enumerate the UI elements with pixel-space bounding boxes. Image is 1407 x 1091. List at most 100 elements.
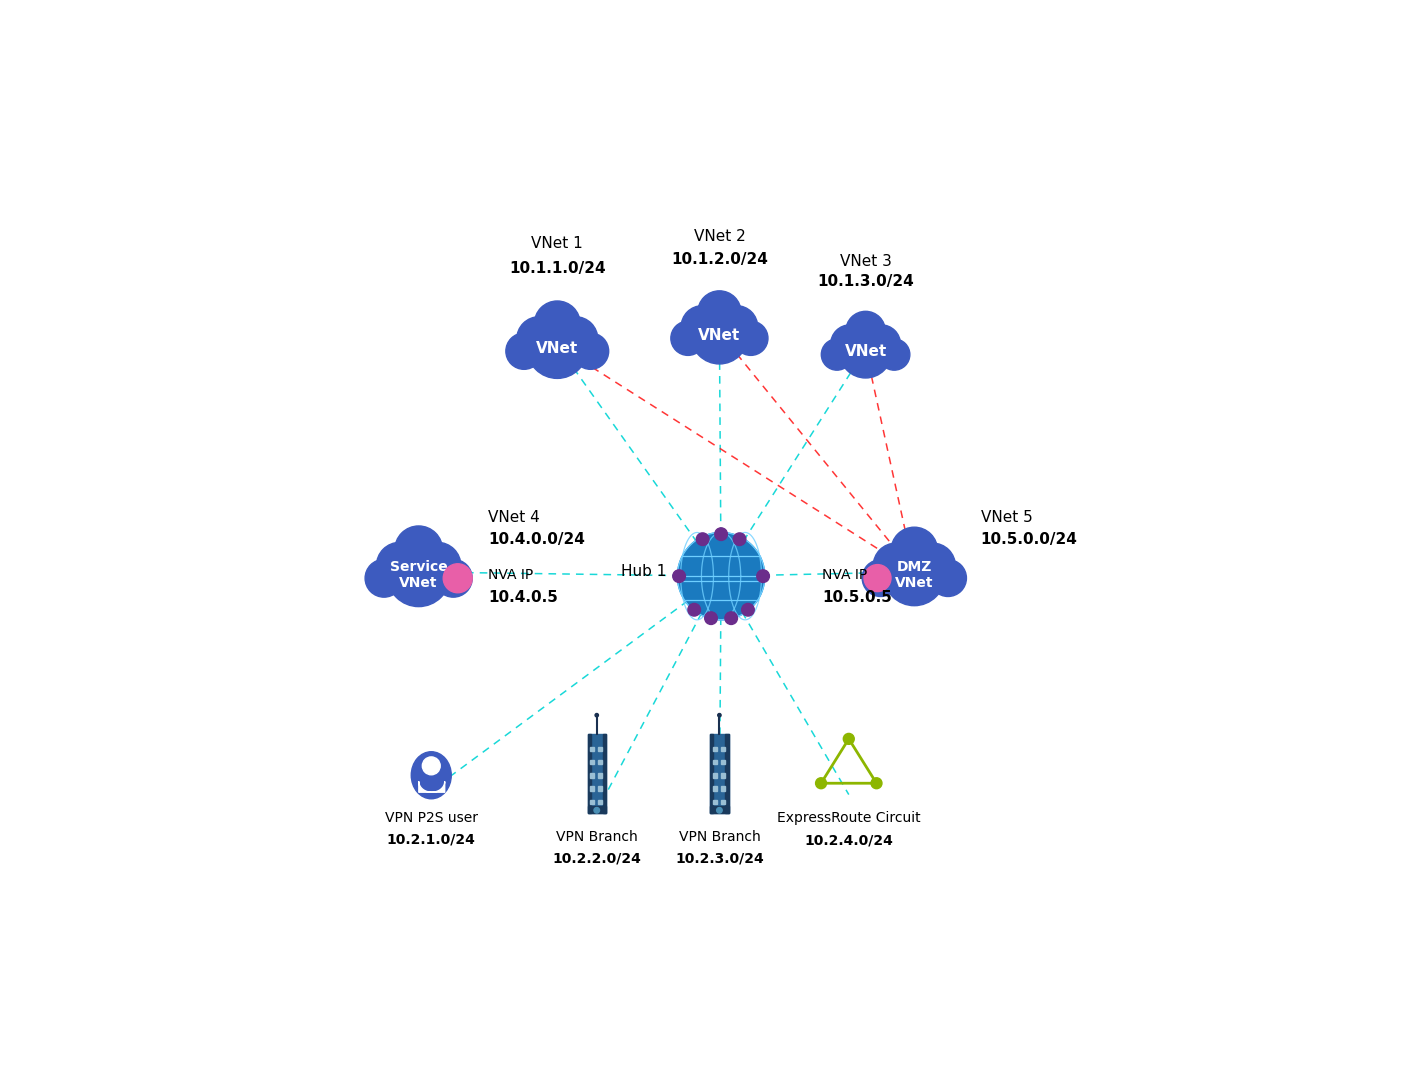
Circle shape (862, 325, 900, 363)
Text: 10.2.2.0/24: 10.2.2.0/24 (553, 852, 642, 865)
Bar (713, 800, 716, 804)
Text: VNet 5: VNet 5 (981, 509, 1033, 525)
Circle shape (395, 526, 443, 574)
Ellipse shape (716, 807, 722, 813)
Text: VPN Branch: VPN Branch (678, 830, 760, 843)
Circle shape (891, 527, 937, 574)
Circle shape (705, 612, 718, 624)
Circle shape (688, 603, 701, 616)
Text: 10.5.0.5: 10.5.0.5 (822, 590, 892, 606)
Text: VPN Branch: VPN Branch (556, 830, 637, 843)
Circle shape (843, 733, 854, 744)
Text: VNet 3: VNet 3 (840, 253, 892, 268)
Text: ExpressRoute Circuit: ExpressRoute Circuit (777, 812, 920, 826)
Circle shape (816, 778, 826, 789)
Circle shape (435, 560, 473, 597)
Circle shape (733, 321, 768, 356)
Circle shape (698, 291, 741, 334)
Circle shape (422, 757, 440, 775)
Bar (713, 787, 716, 791)
Circle shape (715, 305, 758, 348)
Circle shape (516, 316, 561, 361)
Bar (590, 787, 594, 791)
Bar (588, 806, 606, 814)
Bar (598, 800, 602, 804)
Circle shape (840, 326, 892, 377)
Text: 10.5.0.0/24: 10.5.0.0/24 (981, 532, 1078, 548)
Text: VNet: VNet (698, 328, 740, 343)
Circle shape (595, 714, 598, 717)
Bar (720, 747, 725, 752)
Circle shape (507, 333, 542, 370)
Circle shape (830, 325, 870, 363)
Bar (590, 774, 594, 778)
Ellipse shape (594, 807, 599, 813)
Circle shape (846, 311, 885, 351)
Circle shape (535, 301, 580, 347)
Text: NVA IP: NVA IP (822, 567, 868, 582)
Bar (598, 774, 602, 778)
Circle shape (910, 543, 955, 588)
Bar (602, 733, 606, 814)
Circle shape (696, 532, 709, 546)
Text: 10.1.1.0/24: 10.1.1.0/24 (509, 261, 605, 276)
Circle shape (874, 543, 919, 588)
Text: 10.2.3.0/24: 10.2.3.0/24 (675, 852, 764, 865)
Text: VNet 4: VNet 4 (488, 509, 540, 525)
Bar (598, 787, 602, 791)
Circle shape (387, 543, 450, 607)
Text: Hub 1: Hub 1 (620, 564, 667, 579)
Circle shape (871, 778, 882, 789)
Circle shape (573, 333, 609, 370)
Bar (598, 747, 602, 752)
Bar (588, 733, 606, 814)
Bar (590, 760, 594, 765)
Circle shape (553, 316, 598, 361)
Bar (590, 747, 594, 752)
Text: Service
VNet: Service VNet (390, 560, 447, 590)
Bar (726, 733, 729, 814)
Circle shape (377, 542, 424, 589)
Circle shape (364, 560, 402, 597)
Circle shape (681, 305, 723, 348)
Circle shape (864, 565, 891, 591)
Text: 10.2.4.0/24: 10.2.4.0/24 (805, 834, 893, 848)
Text: VNet: VNet (844, 345, 886, 359)
Circle shape (878, 339, 910, 370)
Text: VNet 1: VNet 1 (532, 237, 582, 251)
Bar (713, 774, 716, 778)
Text: VPN P2S user: VPN P2S user (384, 812, 478, 826)
Circle shape (725, 612, 737, 624)
Bar (711, 733, 729, 814)
Text: 10.4.0.5: 10.4.0.5 (488, 590, 557, 606)
Bar (588, 733, 591, 814)
Circle shape (443, 564, 473, 592)
Text: 10.1.2.0/24: 10.1.2.0/24 (671, 252, 768, 267)
Circle shape (715, 528, 727, 540)
Bar (720, 760, 725, 765)
Circle shape (862, 560, 899, 597)
Circle shape (671, 321, 705, 356)
Text: NVA IP: NVA IP (488, 567, 533, 582)
Bar (713, 760, 716, 765)
Circle shape (930, 560, 967, 597)
Circle shape (677, 532, 765, 620)
Text: VNet 2: VNet 2 (694, 229, 746, 244)
Circle shape (733, 532, 746, 546)
Circle shape (741, 603, 754, 616)
Circle shape (691, 307, 749, 364)
Bar (598, 760, 602, 765)
Bar (713, 747, 716, 752)
Text: VNet: VNet (536, 340, 578, 356)
Bar (711, 806, 729, 814)
Text: 10.2.1.0/24: 10.2.1.0/24 (387, 832, 476, 847)
Bar (720, 774, 725, 778)
Circle shape (528, 317, 588, 379)
Circle shape (673, 570, 685, 583)
Bar (720, 787, 725, 791)
Circle shape (884, 544, 946, 606)
Circle shape (757, 570, 770, 583)
Text: 10.1.3.0/24: 10.1.3.0/24 (817, 275, 915, 289)
Text: DMZ
VNet: DMZ VNet (895, 560, 934, 590)
Bar (711, 733, 713, 814)
